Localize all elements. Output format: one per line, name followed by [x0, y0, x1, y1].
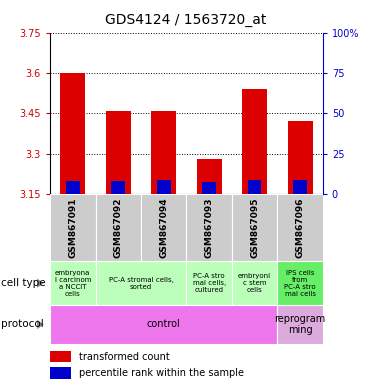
Text: GSM867092: GSM867092: [114, 197, 123, 258]
Bar: [293, 180, 307, 194]
Text: PC-A stro
mal cells,
cultured: PC-A stro mal cells, cultured: [193, 273, 226, 293]
Bar: [232, 261, 278, 305]
Polygon shape: [37, 279, 44, 288]
Text: embryona
l carcinom
a NCCIT
cells: embryona l carcinom a NCCIT cells: [55, 270, 91, 297]
Bar: [106, 111, 131, 194]
Bar: [50, 261, 96, 305]
Bar: [50, 351, 70, 362]
Polygon shape: [37, 320, 44, 329]
Bar: [248, 180, 262, 194]
Bar: [288, 121, 312, 194]
Bar: [187, 261, 232, 305]
Bar: [50, 367, 70, 379]
Bar: [141, 194, 187, 261]
Bar: [278, 305, 323, 344]
Text: transformed count: transformed count: [79, 352, 170, 362]
Bar: [232, 194, 278, 261]
Bar: [157, 180, 171, 194]
Bar: [111, 181, 125, 194]
Bar: [50, 194, 96, 261]
Bar: [60, 73, 85, 194]
Bar: [96, 261, 187, 305]
Bar: [151, 111, 176, 194]
Text: GSM867094: GSM867094: [159, 197, 168, 258]
Bar: [96, 194, 141, 261]
Text: GSM867096: GSM867096: [296, 197, 305, 258]
Text: cell type: cell type: [1, 278, 45, 288]
Text: protocol: protocol: [1, 319, 43, 329]
Bar: [202, 182, 216, 194]
Text: GSM867093: GSM867093: [205, 197, 214, 258]
Text: reprogram
ming: reprogram ming: [275, 314, 326, 335]
Text: GSM867091: GSM867091: [68, 197, 77, 258]
Bar: [187, 194, 232, 261]
Text: control: control: [147, 319, 181, 329]
Bar: [50, 305, 278, 344]
Bar: [278, 261, 323, 305]
Text: embryoni
c stem
cells: embryoni c stem cells: [238, 273, 271, 293]
Text: GSM867095: GSM867095: [250, 197, 259, 258]
Bar: [66, 181, 80, 194]
Text: percentile rank within the sample: percentile rank within the sample: [79, 368, 244, 378]
Text: IPS cells
from
PC-A stro
mal cells: IPS cells from PC-A stro mal cells: [284, 270, 316, 297]
Text: GDS4124 / 1563720_at: GDS4124 / 1563720_at: [105, 13, 266, 27]
Bar: [197, 159, 221, 194]
Bar: [242, 89, 267, 194]
Bar: [278, 194, 323, 261]
Text: PC-A stromal cells,
sorted: PC-A stromal cells, sorted: [109, 277, 173, 290]
